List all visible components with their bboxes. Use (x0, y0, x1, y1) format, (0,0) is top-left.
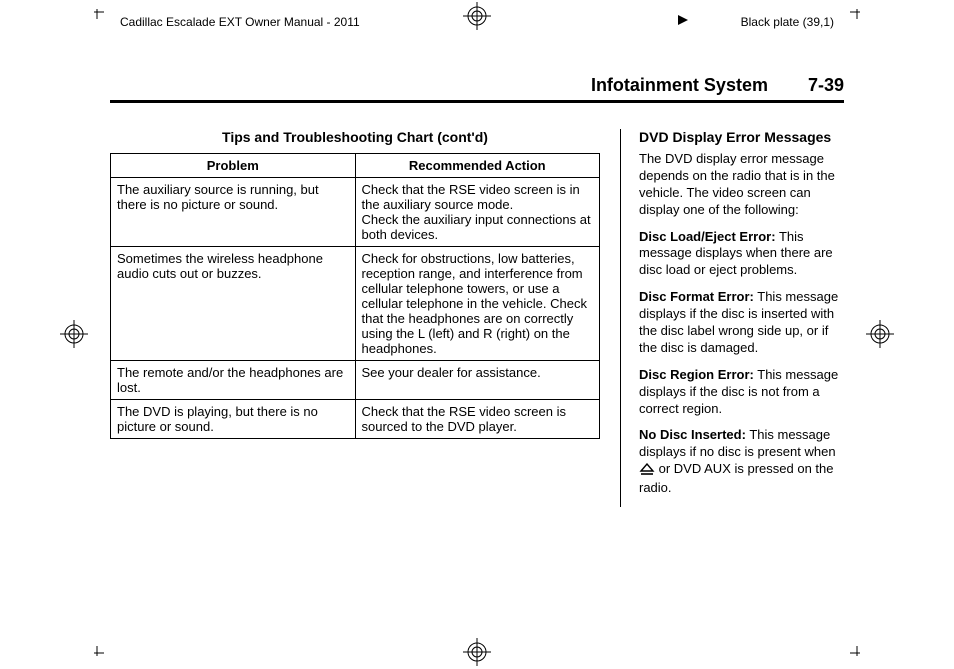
cell-action: Check that the RSE video screen is sourc… (355, 400, 600, 439)
crop-mark-sw-icon (90, 646, 104, 663)
page-content: Infotainment System 7-39 Tips and Troubl… (110, 75, 844, 608)
crop-mark-se-icon (850, 646, 864, 663)
error-text-after: or DVD AUX is pressed on the radio. (639, 461, 833, 495)
cell-problem: Sometimes the wireless headphone audio c… (111, 247, 356, 361)
table-header-action: Recommended Action (355, 154, 600, 178)
crop-mark-nw-icon (90, 5, 104, 22)
table-row: The auxiliary source is running, but the… (111, 178, 600, 247)
cell-action: Check that the RSE video screen is in th… (355, 178, 600, 247)
registration-target-top-icon (463, 2, 491, 30)
error-item: Disc Region Error: This message displays… (639, 367, 844, 418)
registration-target-left-icon (60, 320, 88, 348)
cell-problem: The DVD is playing, but there is no pict… (111, 400, 356, 439)
error-label: No Disc Inserted: (639, 427, 746, 442)
cell-problem: The remote and/or the headphones are los… (111, 361, 356, 400)
cell-action: Check for obstructions, low batteries, r… (355, 247, 600, 361)
error-label: Disc Load/Eject Error: (639, 229, 776, 244)
section-title: Infotainment System (591, 75, 768, 96)
error-messages-heading: DVD Display Error Messages (639, 129, 844, 145)
eject-icon (639, 463, 655, 480)
error-item: Disc Load/Eject Error: This message disp… (639, 229, 844, 280)
table-row: The remote and/or the headphones are los… (111, 361, 600, 400)
chart-title: Tips and Troubleshooting Chart (cont'd) (110, 129, 600, 145)
table-row: The DVD is playing, but there is no pict… (111, 400, 600, 439)
section-page-number: 7-39 (808, 75, 844, 96)
error-item-no-disc: No Disc Inserted: This message displays … (639, 427, 844, 497)
cell-action: See your dealer for assistance. (355, 361, 600, 400)
error-messages-column: DVD Display Error Messages The DVD displ… (620, 129, 844, 507)
error-label: Disc Region Error: (639, 367, 754, 382)
manual-title: Cadillac Escalade EXT Owner Manual - 201… (120, 15, 360, 29)
section-header: Infotainment System 7-39 (110, 75, 844, 103)
registration-target-bottom-icon (463, 638, 491, 666)
table-row: Sometimes the wireless headphone audio c… (111, 247, 600, 361)
troubleshooting-table: Problem Recommended Action The auxiliary… (110, 153, 600, 439)
troubleshooting-column: Tips and Troubleshooting Chart (cont'd) … (110, 129, 600, 439)
error-messages-intro: The DVD display error message depends on… (639, 151, 844, 219)
cell-problem: The auxiliary source is running, but the… (111, 178, 356, 247)
error-label: Disc Format Error: (639, 289, 754, 304)
pointer-arrow (678, 15, 688, 25)
crop-mark-ne-icon (850, 5, 864, 22)
error-item: Disc Format Error: This message displays… (639, 289, 844, 357)
plate-info: Black plate (39,1) (741, 15, 834, 29)
table-header-problem: Problem (111, 154, 356, 178)
registration-target-right-icon (866, 320, 894, 348)
